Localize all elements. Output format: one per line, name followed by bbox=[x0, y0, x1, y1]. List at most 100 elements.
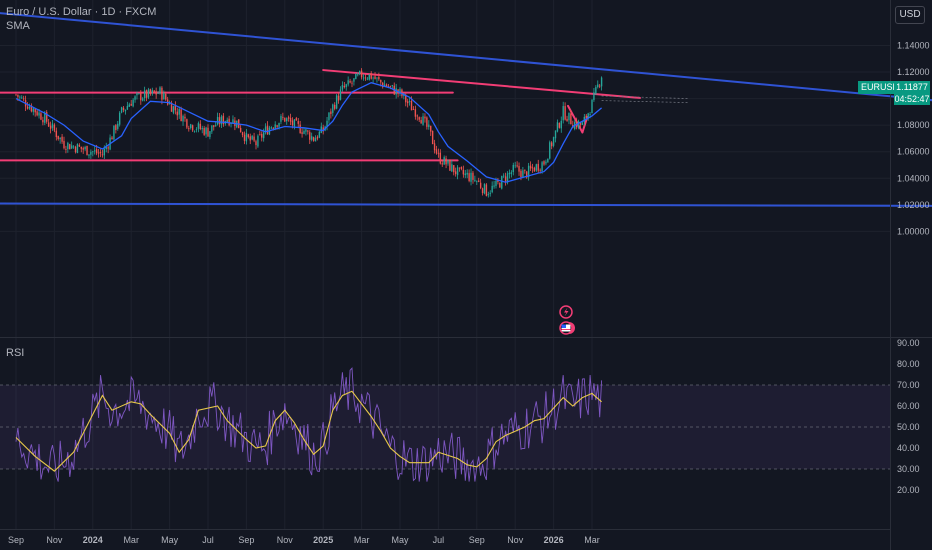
candle-body bbox=[19, 96, 21, 98]
candle-body bbox=[366, 78, 369, 80]
candle-body bbox=[203, 128, 205, 135]
candle-body bbox=[405, 94, 407, 103]
currency-button[interactable]: USD bbox=[895, 6, 925, 24]
candle-body bbox=[310, 136, 313, 140]
candle-body bbox=[278, 122, 280, 127]
candle-body bbox=[247, 134, 250, 138]
time-axis[interactable]: Sep Nov 2024 Mar May Jul Sep Nov 2025 Mar May Jul Se… bbox=[8, 535, 600, 545]
candle-body bbox=[385, 84, 388, 87]
candle-body bbox=[560, 120, 562, 129]
candle-body bbox=[184, 116, 186, 119]
support-line bbox=[0, 202, 932, 207]
candle-body bbox=[568, 112, 570, 121]
chart-title[interactable]: Euro / U.S. Dollar · 1D · FXCM bbox=[6, 6, 157, 18]
price-axis[interactable]: 1.140001.120001.100001.080001.060001.040… bbox=[897, 41, 930, 237]
candle-body bbox=[589, 113, 591, 115]
candle-body bbox=[552, 137, 555, 146]
candle-body bbox=[113, 125, 115, 140]
candle-body bbox=[510, 172, 513, 174]
candle-body bbox=[299, 124, 301, 134]
candle-body bbox=[558, 122, 561, 128]
price-tick-label: 1.00000 bbox=[897, 226, 930, 236]
candle-body bbox=[140, 92, 142, 101]
drawings[interactable] bbox=[0, 11, 932, 207]
rsi-tick-label: 80.00 bbox=[897, 359, 920, 369]
candle-body bbox=[180, 109, 182, 122]
time-tick-label: Sep bbox=[469, 535, 485, 545]
candle-body bbox=[479, 182, 482, 188]
candle-body bbox=[30, 105, 33, 112]
sma-layer bbox=[15, 82, 603, 183]
candle-body bbox=[564, 106, 566, 120]
rsi-legend[interactable]: RSI bbox=[6, 347, 25, 359]
candle-body bbox=[312, 137, 315, 141]
time-tick-label: Nov bbox=[277, 535, 294, 545]
candle-body bbox=[303, 130, 305, 134]
candle-body bbox=[118, 112, 121, 125]
candle-body bbox=[408, 101, 411, 103]
candle-body bbox=[383, 84, 386, 86]
candle-body bbox=[170, 102, 173, 112]
candle-body bbox=[190, 124, 192, 128]
candle-body bbox=[458, 167, 461, 169]
candle-body bbox=[213, 125, 215, 127]
candle-body bbox=[487, 194, 490, 196]
us-flag-event-icon[interactable] bbox=[559, 321, 575, 335]
time-tick-label: May bbox=[391, 535, 409, 545]
candle-body bbox=[117, 123, 119, 129]
candle-body bbox=[115, 125, 117, 130]
candle-body bbox=[157, 93, 159, 94]
candle-body bbox=[305, 129, 307, 132]
candle-body bbox=[276, 125, 278, 127]
candle-body bbox=[322, 127, 324, 132]
candle-body bbox=[36, 111, 38, 116]
candle-body bbox=[537, 163, 539, 171]
candle-body bbox=[287, 117, 290, 119]
candle-body bbox=[508, 172, 511, 175]
candle-body bbox=[51, 123, 54, 128]
candle-body bbox=[57, 135, 59, 139]
candle-body bbox=[391, 85, 394, 86]
candle-body bbox=[270, 127, 273, 129]
candle-body bbox=[172, 106, 175, 113]
candle-body bbox=[101, 154, 104, 156]
candle-body bbox=[332, 104, 334, 113]
candle-body bbox=[570, 113, 572, 125]
candle-body bbox=[261, 133, 263, 138]
candle-body bbox=[262, 132, 265, 139]
projection-line bbox=[601, 95, 689, 99]
candle-body bbox=[430, 125, 432, 132]
sma-legend[interactable]: SMA bbox=[6, 20, 30, 32]
projection-line bbox=[601, 100, 689, 103]
rsi-axis[interactable]: 90.00 80.00 70.00 60.00 50.00 40.00 30.00 20.00 bbox=[897, 338, 920, 495]
candle-body bbox=[61, 136, 63, 142]
candle-body bbox=[318, 131, 321, 138]
candle-body bbox=[147, 89, 150, 98]
candle-body bbox=[232, 119, 234, 124]
candle-body bbox=[97, 152, 100, 154]
candle-body bbox=[585, 115, 587, 119]
rsi-tick-label: 20.00 bbox=[897, 485, 920, 495]
lightning-event-icon[interactable] bbox=[559, 305, 573, 319]
last-price-tag: 1.11877 04:52:47 bbox=[894, 81, 930, 105]
candle-body bbox=[526, 171, 528, 178]
candle-body bbox=[445, 158, 447, 165]
countdown: 04:52:47 bbox=[894, 94, 930, 104]
candle-body bbox=[84, 146, 86, 150]
candle-body bbox=[360, 70, 363, 78]
candle-body bbox=[174, 105, 177, 111]
rsi-band bbox=[0, 384, 890, 470]
candle-body bbox=[524, 169, 526, 171]
candle-body bbox=[504, 176, 507, 182]
candle-body bbox=[556, 122, 559, 132]
candle-body bbox=[374, 76, 376, 79]
candle-body bbox=[28, 106, 31, 109]
candle-body bbox=[65, 149, 67, 150]
candle-body bbox=[251, 136, 253, 140]
candle-body bbox=[142, 98, 144, 101]
candle-body bbox=[49, 125, 52, 129]
candle-body bbox=[593, 92, 595, 101]
candle-body bbox=[99, 152, 102, 154]
candle-body bbox=[499, 183, 501, 188]
